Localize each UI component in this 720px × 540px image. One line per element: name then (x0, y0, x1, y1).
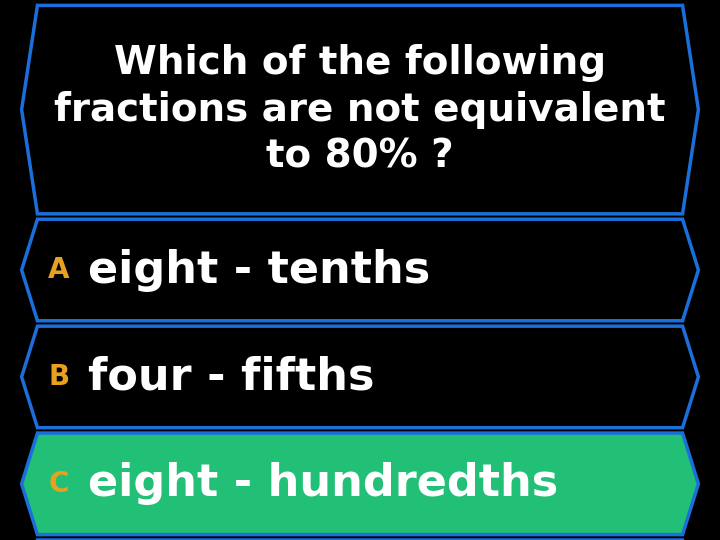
Polygon shape (22, 5, 698, 214)
Polygon shape (22, 326, 698, 428)
Polygon shape (22, 219, 698, 321)
Text: four - fifths: four - fifths (88, 355, 374, 399)
Text: C: C (49, 470, 69, 498)
Text: Which of the following
fractions are not equivalent
to 80% ?: Which of the following fractions are not… (54, 44, 666, 176)
Text: eight - hundredths: eight - hundredths (88, 462, 558, 505)
Text: A: A (48, 256, 70, 284)
Text: eight - tenths: eight - tenths (88, 248, 430, 292)
Polygon shape (22, 433, 698, 535)
Text: B: B (48, 363, 70, 391)
